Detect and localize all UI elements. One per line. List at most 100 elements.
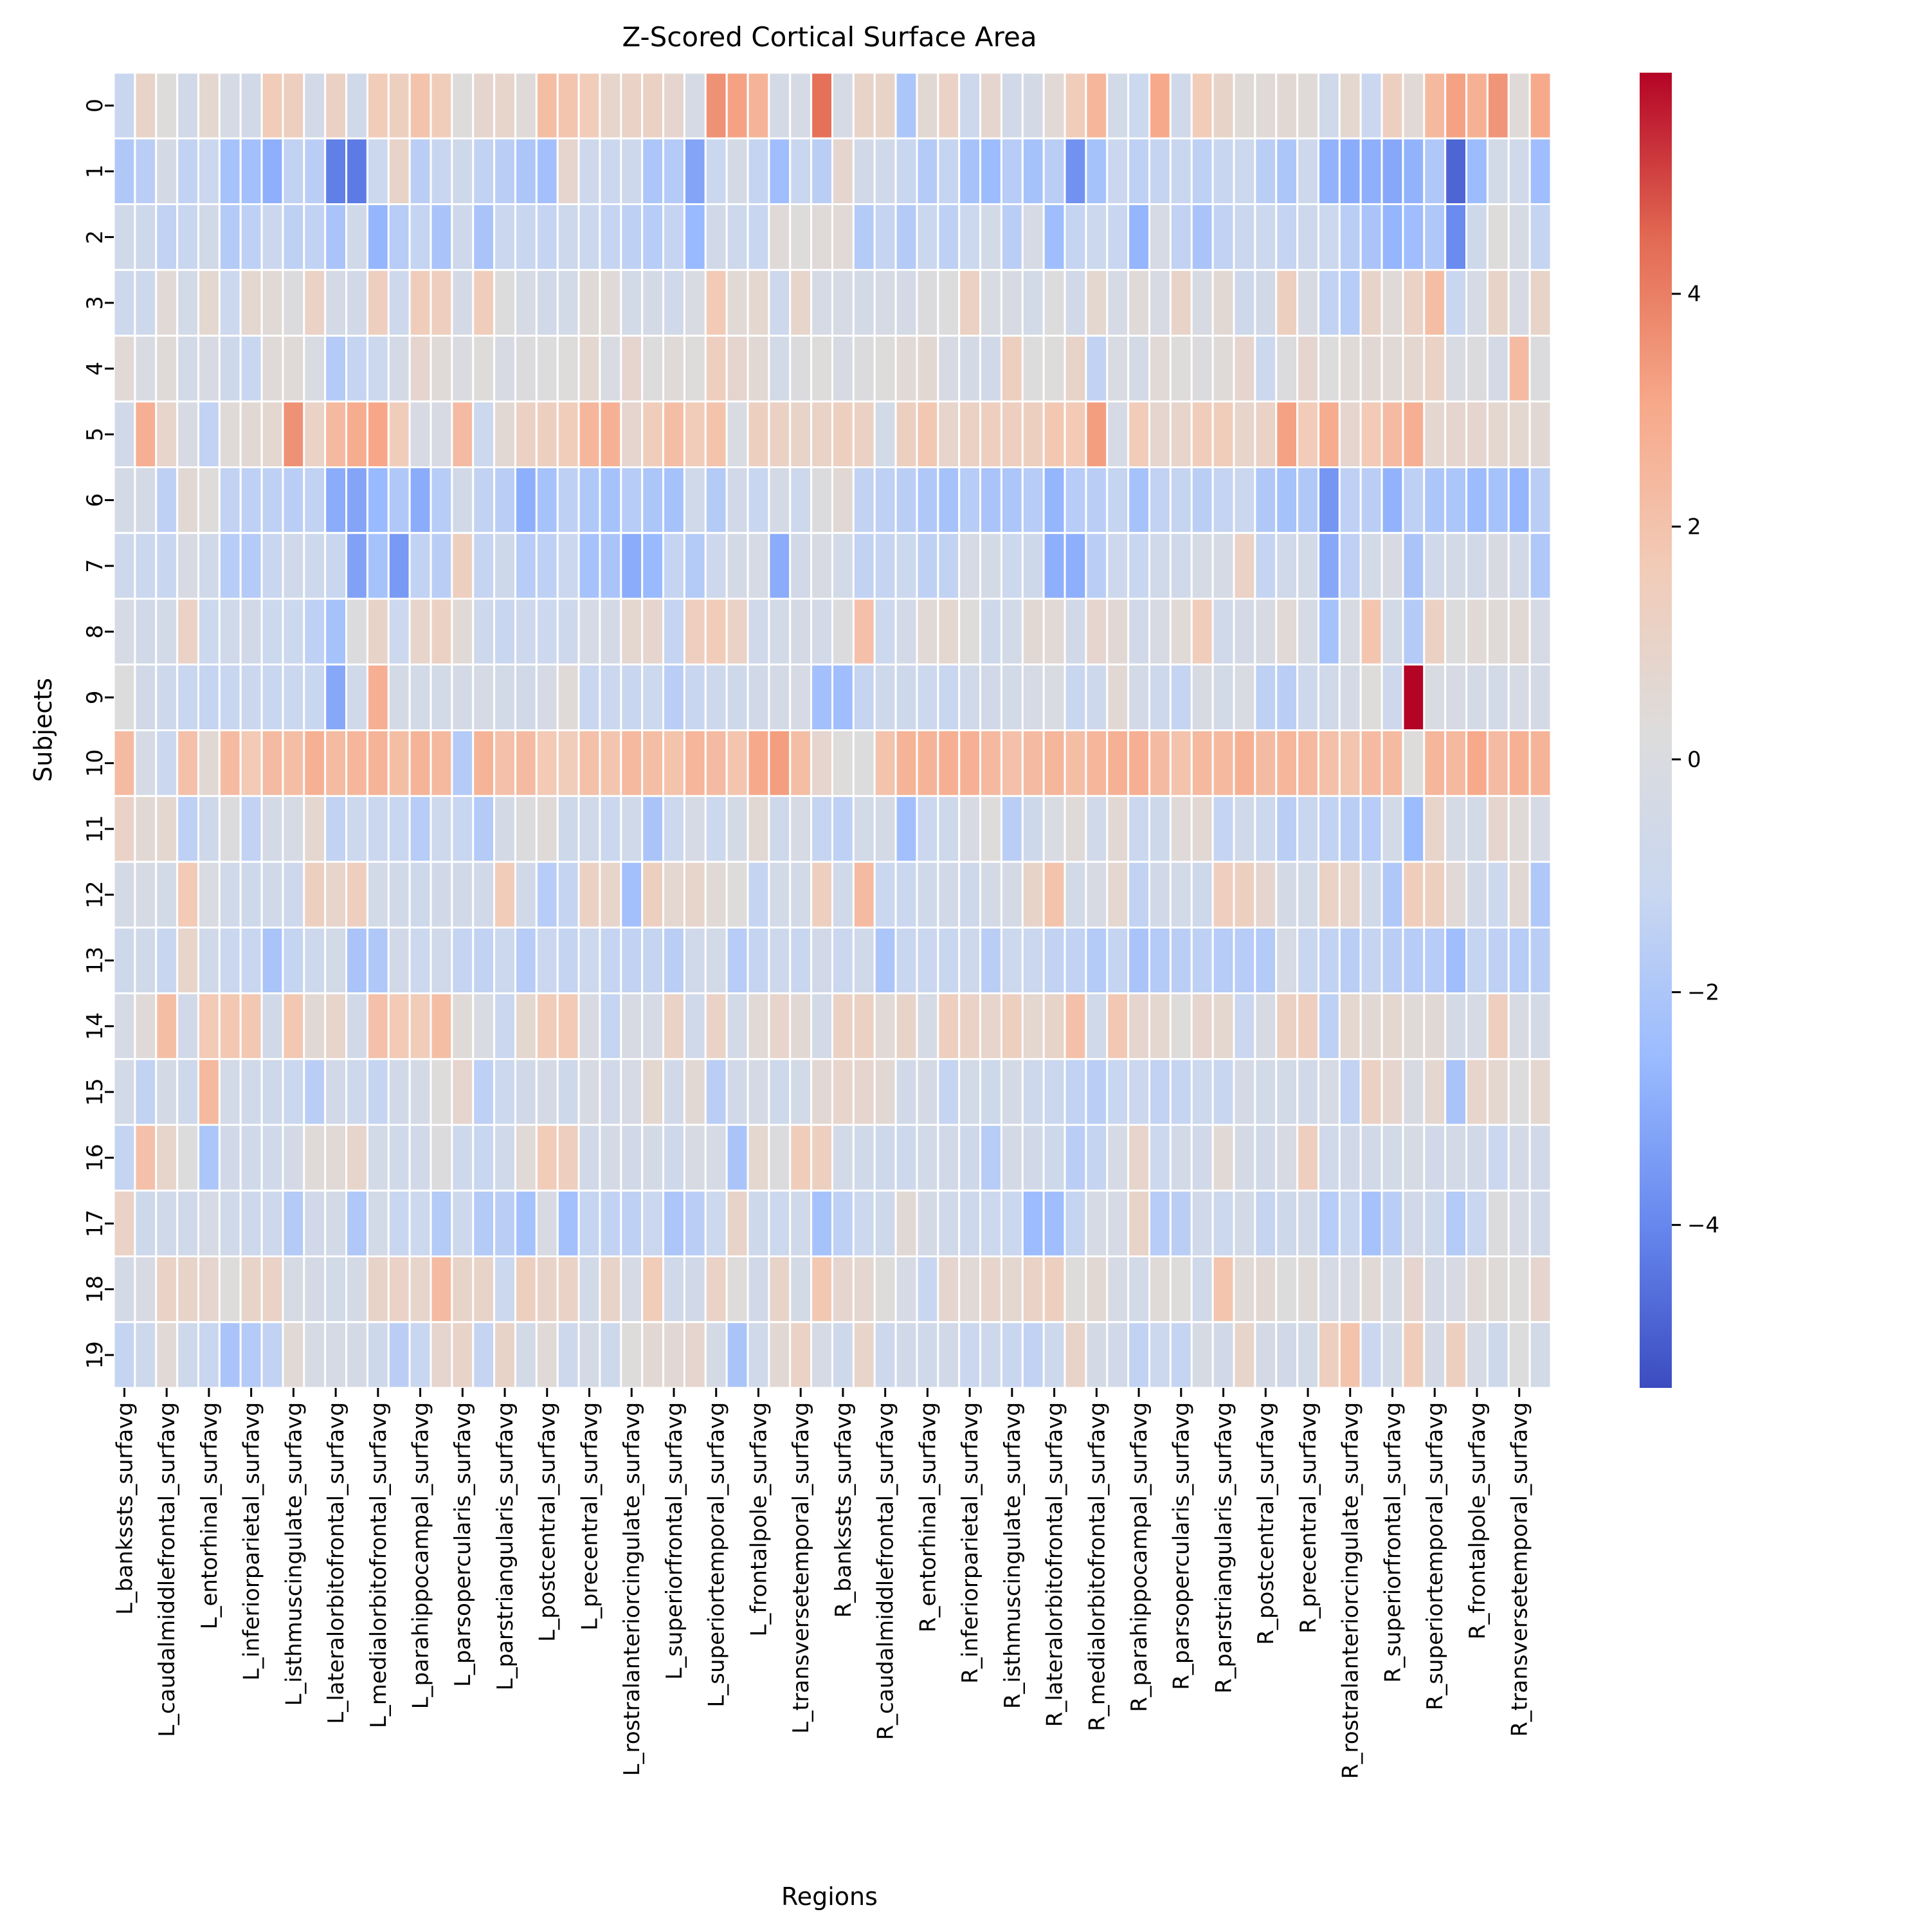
heatmap-cell <box>1127 532 1151 600</box>
heatmap-cell <box>577 926 601 994</box>
heatmap-cell <box>599 926 622 994</box>
heatmap-cell <box>789 1321 813 1389</box>
heatmap-cell <box>916 532 939 600</box>
heatmap-cell <box>641 1255 665 1324</box>
heatmap-cell <box>979 1255 1002 1324</box>
heatmap-cell <box>451 1321 475 1389</box>
heatmap-cell <box>1275 861 1299 929</box>
heatmap-cell <box>514 269 538 337</box>
heatmap-cell <box>577 1321 601 1389</box>
heatmap-cell <box>1254 532 1278 600</box>
heatmap-cell <box>1402 137 1426 205</box>
heatmap-cell <box>1486 1321 1510 1389</box>
heatmap-cell <box>176 203 199 271</box>
heatmap-cell <box>1021 137 1045 205</box>
heatmap-cell <box>239 597 263 666</box>
heatmap-cell <box>387 1058 411 1126</box>
heatmap-cell <box>366 1124 390 1192</box>
heatmap-cell <box>1275 1189 1299 1257</box>
heatmap-cell <box>747 861 770 929</box>
heatmap-cell <box>1127 1058 1151 1126</box>
heatmap-cell <box>239 1255 263 1324</box>
heatmap-cell <box>1381 597 1404 666</box>
heatmap-cell <box>1042 269 1066 337</box>
heatmap-cell <box>366 137 390 205</box>
heatmap-cell <box>1359 269 1383 337</box>
heatmap-cell <box>1000 1189 1024 1257</box>
heatmap-cell <box>1169 400 1193 468</box>
heatmap-cell <box>556 466 580 534</box>
heatmap-cell <box>1444 466 1468 534</box>
heatmap-cell <box>979 926 1002 994</box>
heatmap-cell <box>1000 663 1024 731</box>
heatmap-cell <box>1042 1058 1066 1126</box>
y-tick-label: 19 <box>82 1341 108 1369</box>
heatmap-cell <box>303 203 327 271</box>
heatmap-cell <box>641 992 665 1061</box>
heatmap-cell <box>1021 795 1045 863</box>
heatmap-cell <box>1021 334 1045 403</box>
heatmap-cell <box>1381 137 1404 205</box>
heatmap-cell <box>1211 269 1235 337</box>
heatmap-cell <box>747 71 770 140</box>
heatmap-cell <box>113 861 136 929</box>
heatmap-cell <box>1148 1058 1172 1126</box>
heatmap-cell <box>958 861 982 929</box>
y-tick-label: 4 <box>82 361 108 376</box>
heatmap-cell <box>1486 861 1510 929</box>
heatmap-cell <box>1211 137 1235 205</box>
heatmap-cell <box>134 137 158 205</box>
heatmap-cell <box>704 1189 728 1257</box>
heatmap-cell <box>852 992 876 1061</box>
heatmap-cell <box>387 1321 411 1389</box>
heatmap-cell <box>514 663 538 731</box>
heatmap-cell <box>683 729 707 797</box>
heatmap-cell <box>430 334 453 403</box>
heatmap-cell <box>239 1321 263 1389</box>
heatmap-cell <box>1127 795 1151 863</box>
heatmap-cell <box>725 466 749 534</box>
heatmap-cell <box>852 663 876 731</box>
heatmap-cell <box>958 795 982 863</box>
heatmap-cell <box>514 400 538 468</box>
heatmap-cell <box>1106 137 1130 205</box>
heatmap-cell <box>641 400 665 468</box>
heatmap-cell <box>1275 729 1299 797</box>
heatmap-cell <box>408 1058 432 1126</box>
heatmap-cell <box>768 203 792 271</box>
heatmap-cell <box>1064 1124 1087 1192</box>
heatmap-cell <box>451 71 475 140</box>
heatmap-cell <box>1296 795 1319 863</box>
heatmap-cell <box>1085 992 1109 1061</box>
heatmap-cell <box>239 926 263 994</box>
heatmap-cell <box>1127 71 1151 140</box>
heatmap-cell <box>1444 1058 1468 1126</box>
heatmap-cell <box>1021 532 1045 600</box>
heatmap-cell <box>1317 532 1341 600</box>
heatmap-cell <box>831 1255 855 1324</box>
heatmap-cell <box>282 1058 305 1126</box>
heatmap-cell <box>1042 334 1066 403</box>
heatmap-cell <box>1465 466 1489 534</box>
heatmap-cell <box>1507 795 1531 863</box>
heatmap-cell <box>1465 71 1489 140</box>
heatmap-cell <box>113 532 136 600</box>
heatmap-cell <box>1233 334 1256 403</box>
heatmap-cell <box>1148 269 1172 337</box>
heatmap-cell <box>831 400 855 468</box>
heatmap-cell <box>1423 203 1447 271</box>
heatmap-cell <box>641 795 665 863</box>
heatmap-cell <box>1211 597 1235 666</box>
heatmap-cell <box>1402 861 1426 929</box>
heatmap-cell <box>979 1189 1002 1257</box>
heatmap-cell <box>704 795 728 863</box>
heatmap-cell <box>387 400 411 468</box>
heatmap-cell <box>958 926 982 994</box>
heatmap-cell <box>1042 400 1066 468</box>
heatmap-cell <box>1064 137 1087 205</box>
heatmap-cell <box>1486 137 1510 205</box>
heatmap-cell <box>387 532 411 600</box>
heatmap-cell <box>1042 992 1066 1061</box>
heatmap-cell <box>725 729 749 797</box>
heatmap-cell <box>1423 597 1447 666</box>
